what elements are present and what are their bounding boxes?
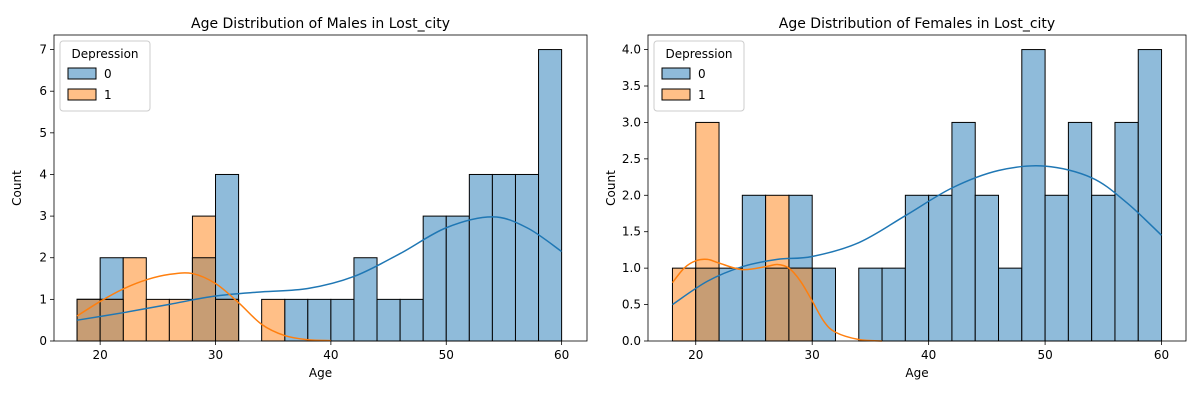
bar-series-0-bin-10 bbox=[307, 298, 332, 342]
legend: Depression 0 1 bbox=[653, 40, 745, 112]
bar-series-0-bin-14 bbox=[998, 267, 1023, 342]
bar-series-0-bin-18 bbox=[1091, 194, 1116, 342]
bar-series-0-bin-15 bbox=[422, 215, 447, 342]
y-tick-label: 2.0 bbox=[622, 188, 641, 202]
bar-series-0-bin-14 bbox=[399, 298, 424, 342]
legend-label-1: 1 bbox=[698, 88, 706, 102]
x-tick-label: 20 bbox=[93, 348, 108, 362]
y-tick-label: 3 bbox=[39, 209, 47, 223]
bar-series-0-bin-20 bbox=[538, 49, 563, 342]
bar-series-0-bin-13 bbox=[974, 194, 1000, 342]
y-tick-label: 1.0 bbox=[622, 261, 641, 275]
bar-series-0-bin-11 bbox=[330, 298, 355, 342]
bar-overlap-bin-4 bbox=[765, 267, 790, 342]
y-tick-label: 4 bbox=[39, 167, 47, 181]
x-axis-label: Age bbox=[309, 366, 332, 380]
y-tick-label: 2.5 bbox=[622, 152, 641, 166]
chart-panel-2: 20 30 40 50 60 0.0 0.5 1.0 1.5 2.0 2.5 3.0 3.5 4.0 Age… bbox=[604, 16, 1187, 380]
x-axis-label: Age bbox=[905, 366, 928, 380]
chart-title: Age Distribution of Males in Lost_city bbox=[191, 16, 450, 32]
legend-swatch-1 bbox=[67, 88, 97, 101]
x-tick-label: 60 bbox=[554, 348, 569, 362]
x-tick-label: 50 bbox=[1037, 348, 1052, 362]
legend-swatch-1 bbox=[661, 88, 691, 101]
y-tick-label: 1.5 bbox=[622, 225, 641, 239]
chart-title: Age Distribution of Females in Lost_city bbox=[779, 16, 1055, 32]
bar-overlap-bin-6 bbox=[215, 298, 240, 342]
bar-overlap-bin-1 bbox=[695, 267, 720, 342]
legend-label-0: 0 bbox=[698, 67, 706, 81]
chart-panel-1: 20 30 40 50 60 0 1 2 3 4 5 6 7 Age Distribution of Ma… bbox=[10, 16, 588, 380]
y-axis-label: Count bbox=[604, 170, 618, 206]
x-tick-label: 40 bbox=[323, 348, 338, 362]
y-tick-label: 2 bbox=[39, 251, 47, 265]
y-tick-label: 0.5 bbox=[622, 298, 641, 312]
legend-swatch-0 bbox=[661, 67, 691, 80]
bar-series-1-bin-2 bbox=[122, 257, 147, 342]
bar-series-0-bin-17 bbox=[468, 173, 493, 342]
y-tick-label: 5 bbox=[39, 126, 47, 140]
bar-series-0-bin-9 bbox=[881, 267, 906, 342]
legend-title: Depression bbox=[665, 47, 732, 61]
bar-series-0-bin-9 bbox=[284, 298, 309, 342]
y-tick-label: 3.5 bbox=[622, 79, 641, 93]
legend-label-1: 1 bbox=[104, 88, 112, 102]
bar-series-0-bin-19 bbox=[514, 173, 540, 342]
bar-series-0-bin-12 bbox=[353, 257, 378, 342]
legend-title: Depression bbox=[71, 47, 138, 61]
x-tick-label: 20 bbox=[688, 348, 703, 362]
bar-series-0-bin-12 bbox=[951, 121, 976, 342]
axes-frame bbox=[53, 34, 588, 342]
legend-label-0: 0 bbox=[104, 67, 112, 81]
kde-line-series-0 bbox=[76, 216, 563, 321]
bar-series-0-bin-13 bbox=[376, 298, 401, 342]
bar-overlap-bin-1 bbox=[99, 298, 124, 342]
bar-series-0-bin-15 bbox=[1021, 49, 1046, 342]
y-tick-label: 7 bbox=[39, 43, 47, 57]
x-tick-label: 30 bbox=[805, 348, 820, 362]
bar-series-0-bin-18 bbox=[491, 173, 516, 342]
bar-series-0-bin-16 bbox=[445, 215, 470, 342]
y-tick-label: 0 bbox=[39, 334, 47, 348]
y-tick-label: 1 bbox=[39, 292, 47, 306]
bar-series-0-bin-8 bbox=[858, 267, 883, 342]
bar-series-0-bin-11 bbox=[928, 194, 953, 342]
kde-line-series-1 bbox=[76, 272, 331, 342]
bar-series-0-bin-16 bbox=[1044, 194, 1069, 342]
bar-overlap-bin-5 bbox=[788, 267, 813, 342]
x-tick-label: 50 bbox=[439, 348, 454, 362]
bar-series-0-bin-2 bbox=[718, 267, 743, 342]
bar-series-0-bin-20 bbox=[1137, 49, 1163, 342]
y-tick-label: 6 bbox=[39, 84, 47, 98]
bar-series-1-bin-4 bbox=[168, 298, 193, 342]
kde-line-series-0 bbox=[672, 165, 1163, 306]
x-tick-label: 40 bbox=[921, 348, 936, 362]
legend-swatch-0 bbox=[67, 67, 97, 80]
x-tick-label: 60 bbox=[1154, 348, 1169, 362]
y-axis-label: Count bbox=[10, 170, 24, 206]
x-tick-label: 30 bbox=[208, 348, 223, 362]
y-tick-label: 3.0 bbox=[622, 115, 641, 129]
axes-frame bbox=[647, 34, 1187, 342]
bar-series-0-bin-10 bbox=[904, 194, 930, 342]
bar-series-0-bin-17 bbox=[1067, 121, 1093, 342]
y-tick-label: 4.0 bbox=[622, 43, 641, 57]
bar-series-0-bin-19 bbox=[1114, 121, 1139, 342]
kde-line-series-1 bbox=[671, 258, 883, 342]
y-tick-label: 0.0 bbox=[622, 334, 641, 348]
legend: Depression 0 1 bbox=[59, 40, 151, 112]
